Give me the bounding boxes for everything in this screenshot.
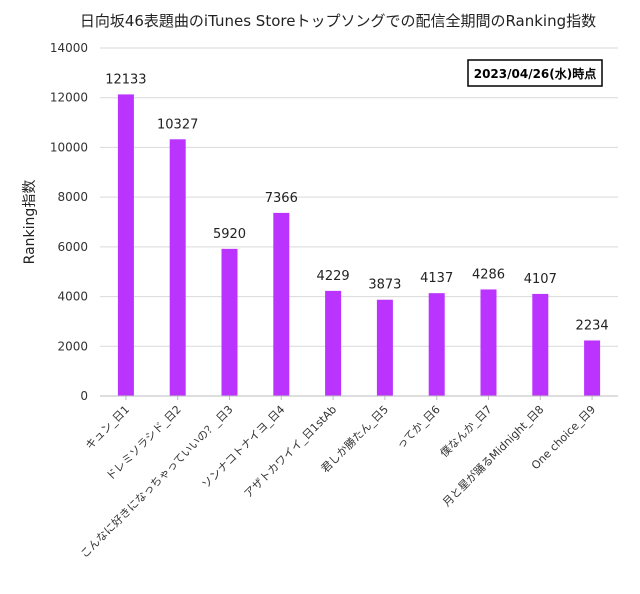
data-label: 12133 (105, 72, 146, 87)
date-annotation-box: 2023/04/26(水)時点 (467, 59, 603, 87)
y-tick-label: 10000 (50, 140, 88, 154)
bar (532, 293, 549, 396)
y-tick-label: 12000 (50, 91, 88, 105)
data-label: 5920 (213, 227, 246, 242)
data-label: 2234 (576, 318, 609, 333)
data-labels: 12133 10327 5920 7366 4229 3873 4137 4286 4107 22… (105, 72, 608, 333)
y-axis-ticks: 0 2000 4000 6000 8000 10000 12000 14000 (50, 41, 88, 403)
y-axis-label: Ranking指数 (22, 180, 38, 265)
y-tick-label: 14000 (50, 41, 88, 55)
bar (169, 139, 186, 396)
bar (480, 289, 497, 396)
bar (325, 290, 342, 396)
bar (428, 293, 445, 396)
data-label: 4286 (472, 267, 505, 282)
bar (221, 248, 238, 396)
data-label: 3873 (368, 278, 401, 293)
y-tick-label: 8000 (57, 190, 88, 204)
data-label: 10327 (157, 117, 198, 132)
chart-title: 日向坂46表題曲のiTunes Storeトップソングでの配信全期間のRanki… (80, 12, 596, 30)
bar (117, 94, 134, 396)
bar (376, 299, 393, 396)
data-label: 4107 (524, 272, 557, 287)
y-tick-label: 4000 (57, 290, 88, 304)
data-label: 7366 (265, 191, 298, 206)
data-label: 4229 (317, 269, 350, 284)
bar (584, 340, 601, 396)
y-tick-label: 2000 (57, 339, 88, 353)
data-label: 4137 (420, 271, 453, 286)
y-tick-label: 0 (80, 389, 88, 403)
date-annotation: 2023/04/26(水)時点 (474, 66, 597, 81)
bar (273, 212, 290, 396)
gridlines (100, 47, 618, 347)
bars (117, 94, 601, 396)
y-tick-label: 6000 (57, 240, 88, 254)
